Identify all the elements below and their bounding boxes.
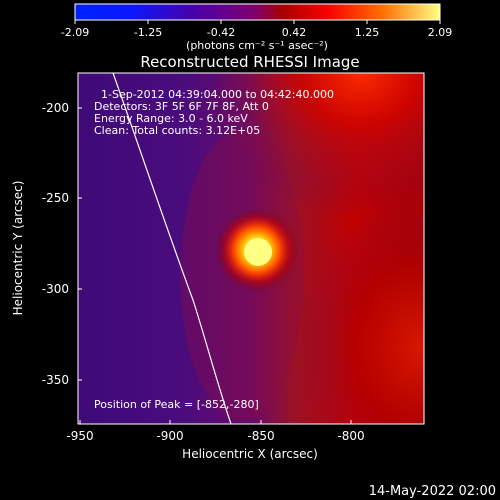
y-tick-label: -300 [42, 282, 69, 296]
colorbar-gradient [75, 4, 440, 20]
peak-position: Position of Peak = [-852,-280] [94, 398, 259, 411]
colorbar: -2.09 -1.25 -0.42 0.42 1.25 2.09 (photon… [61, 3, 453, 52]
y-tick-label: -350 [42, 373, 69, 387]
flare-core [244, 238, 272, 266]
y-tick-label: -200 [42, 101, 69, 115]
colorbar-tick-label: 1.25 [355, 26, 380, 39]
colorbar-frame [74, 3, 441, 21]
x-axis: -950 -900 -850 -800 Heliocentric X (arcs… [66, 420, 365, 461]
clean-info: Clean: Total counts: 3.12E+05 [94, 124, 260, 137]
colorbar-tick-label: -1.25 [134, 26, 162, 39]
colorbar-label: (photons cm⁻² s⁻¹ asec⁻²) [186, 39, 328, 52]
x-tick-label: -800 [337, 429, 364, 443]
x-tick-label: -850 [247, 429, 274, 443]
x-tick-label: -900 [156, 429, 183, 443]
solar-limb-line [112, 73, 232, 424]
colorbar-tick-label: 0.42 [282, 26, 307, 39]
observation-time: 1-Sep-2012 04:39:04.000 to 04:42:40.000 [101, 88, 334, 101]
detector-info: Detectors: 3F 5F 6F 7F 8F, Att 0 [94, 100, 269, 113]
plot-frame [77, 72, 425, 425]
colorbar-tick-label: -2.09 [61, 26, 89, 39]
plot-area: 1-Sep-2012 04:39:04.000 to 04:42:40.000 … [78, 73, 424, 424]
energy-range: Energy Range: 3.0 - 6.0 keV [94, 112, 248, 125]
footer-timestamp: 14-May-2022 02:00 [369, 484, 496, 499]
chart-title: Reconstructed RHESSI Image [140, 53, 359, 71]
x-tick-label: -950 [66, 429, 93, 443]
x-axis-label: Heliocentric X (arcsec) [182, 447, 318, 461]
colorbar-tick-label: 2.09 [428, 26, 453, 39]
plot-text-panel: 1-Sep-2012 04:39:04.000 to 04:42:40.000 … [94, 88, 334, 411]
y-axis-label: Heliocentric Y (arcsec) [11, 181, 25, 316]
y-tick-label: -250 [42, 191, 69, 205]
colorbar-tick-label: -0.42 [207, 26, 235, 39]
y-axis: -200 -250 -300 -350 Heliocentric Y (arcs… [11, 101, 82, 387]
